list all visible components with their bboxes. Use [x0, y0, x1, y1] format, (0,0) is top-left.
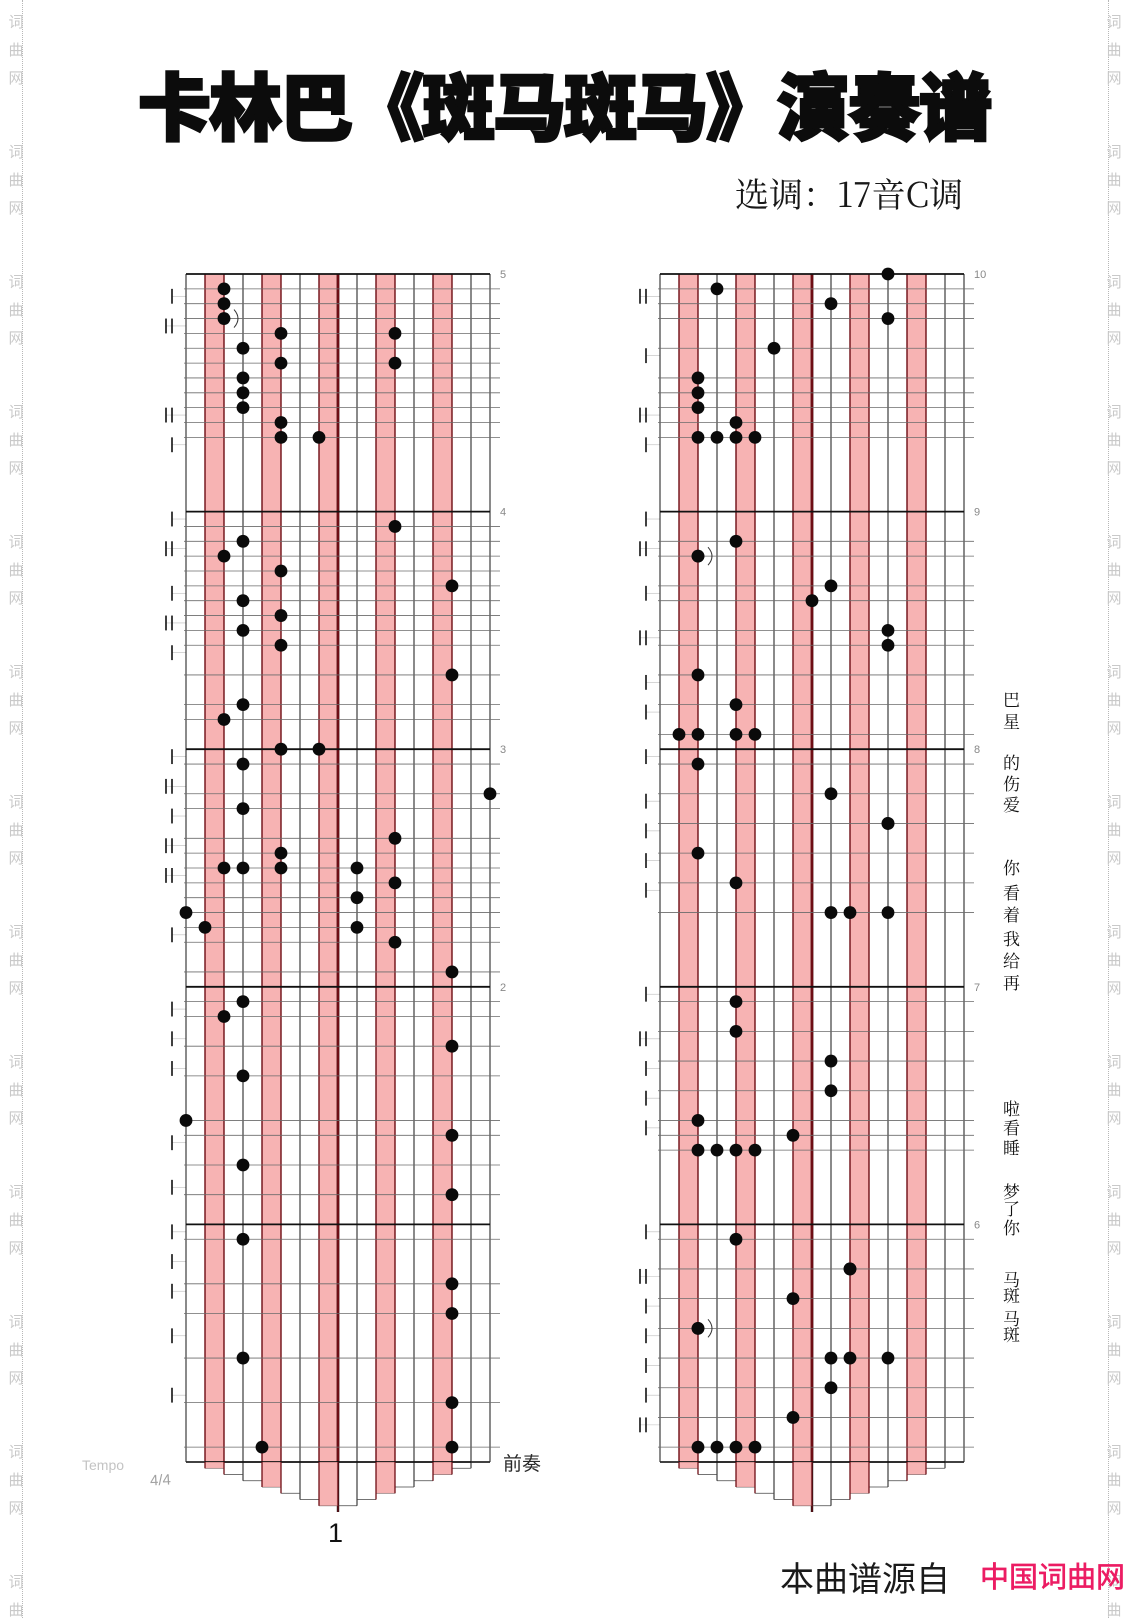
- svg-text:9: 9: [974, 507, 980, 519]
- svg-text:8: 8: [974, 744, 980, 756]
- svg-text:10: 10: [974, 269, 986, 281]
- svg-text:6: 6: [974, 1219, 980, 1231]
- svg-text:7: 7: [974, 982, 980, 994]
